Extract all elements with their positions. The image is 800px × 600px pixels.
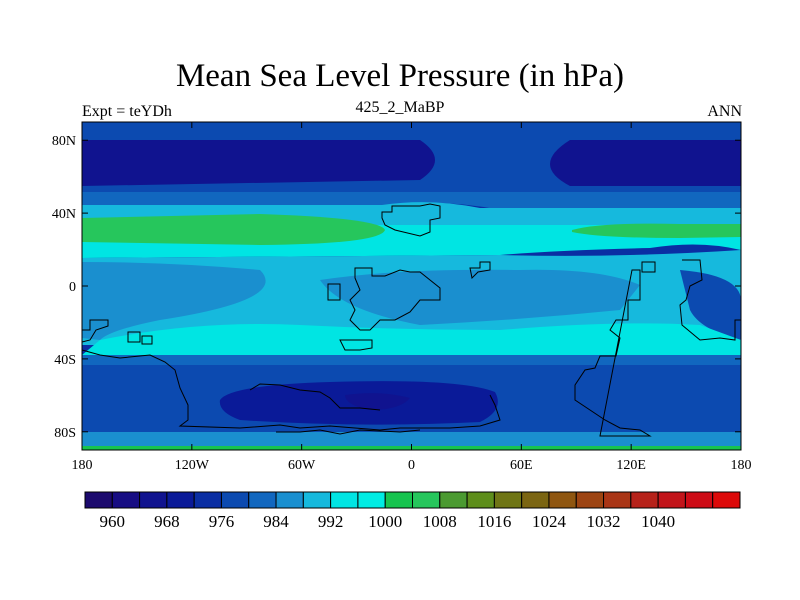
north-low-east [550, 140, 741, 186]
colorbar-swatch [384, 491, 414, 509]
colorbar-swatch [248, 491, 277, 509]
coastline-arabia [469, 261, 491, 280]
plot-title: Mean Sea Level Pressure (in hPa) [175, 58, 625, 94]
colorbar-label: 1016 [477, 512, 511, 531]
subtropical-high-pacific [82, 214, 385, 245]
colorbar-swatch [357, 491, 386, 509]
colorbar-label: 1000 [368, 512, 402, 531]
colorbar-swatch [439, 491, 468, 509]
colorbar-swatch [275, 491, 304, 509]
colorbar-swatch [521, 491, 550, 509]
south-low-core [345, 393, 410, 410]
coastline-small [339, 339, 373, 351]
y-tick-label: 40N [52, 207, 76, 222]
colorbar-label: 976 [209, 512, 235, 531]
tropical-low-east [680, 270, 741, 340]
colorbar-swatch [712, 491, 741, 509]
season-label: ANN [707, 103, 742, 120]
colorbar-swatch [493, 491, 523, 509]
north-low-west [82, 140, 435, 186]
x-tick-label: 120E [616, 458, 646, 473]
colorbar-swatch [412, 491, 441, 509]
colorbar: 960 968 976 984 992 1000 1008 1016 1024 1032 1040 [84, 491, 741, 531]
colorbar-swatch [84, 491, 113, 509]
tropical-low-center [320, 269, 640, 325]
coastline-small-4 [141, 335, 153, 345]
colorbar-swatch [630, 491, 659, 509]
x-tick-label: 60E [510, 458, 533, 473]
tropical-low-west [82, 262, 266, 340]
colorbar-swatch [466, 491, 495, 509]
colorbar-swatch [575, 491, 605, 509]
colorbar-swatch [603, 491, 632, 509]
subtropical-high-asia [572, 223, 741, 238]
coastline-group [82, 203, 741, 437]
coastline-asia [574, 269, 652, 437]
colorbar-swatch [193, 491, 222, 509]
colorbar-swatch [139, 491, 168, 509]
x-tick-label: 0 [408, 458, 415, 473]
colorbar-swatch [548, 491, 577, 509]
time-label: 425_2_MaBP [355, 99, 445, 116]
coastline-small-3 [127, 331, 141, 343]
y-tick-label: 80N [52, 134, 76, 149]
colorbar-swatch [111, 491, 141, 509]
colorbar-swatch [302, 491, 332, 509]
colorbar-swatch [330, 491, 359, 509]
x-tick-label: 180 [731, 458, 752, 473]
coastline-south-peninsula [249, 383, 381, 411]
colorbar-swatch [166, 491, 195, 509]
colorbar-label: 1008 [423, 512, 457, 531]
y-tick-label: 0 [69, 280, 76, 295]
y-axis: 80N 40N 0 40S 80S [52, 134, 741, 441]
y-tick-label: 80S [54, 426, 76, 441]
south-midlat-band [82, 355, 741, 365]
x-tick-label: 60W [288, 458, 316, 473]
x-axis: 180 120W 60W 0 60E 120E 180 [72, 122, 752, 473]
colorbar-label: 1032 [587, 512, 621, 531]
coastline-small-2 [641, 261, 656, 273]
experiment-label: Expt = teYDh [82, 103, 172, 120]
south-polar-band [82, 432, 741, 446]
colorbar-label: 960 [100, 512, 126, 531]
coastline-africa [349, 267, 441, 331]
y-tick-label: 40S [54, 353, 76, 368]
colorbar-label: 968 [154, 512, 180, 531]
colorbar-swatch [657, 491, 686, 509]
colorbar-label: 1024 [532, 512, 567, 531]
coastline-antarctica-2 [276, 429, 421, 435]
colorbar-swatch [220, 491, 250, 509]
x-tick-label: 180 [72, 458, 93, 473]
colorbar-label: 984 [263, 512, 289, 531]
colorbar-label: 992 [318, 512, 344, 531]
contour-fill-group [82, 122, 741, 450]
x-tick-label: 120W [175, 458, 210, 473]
colorbar-swatch [684, 491, 714, 509]
colorbar-label: 1040 [641, 512, 675, 531]
coastline-antarctica [82, 349, 501, 431]
coastline-north [381, 203, 441, 237]
south-subtropic-cyan [82, 323, 741, 355]
coastline-australia [679, 259, 741, 341]
coastline-island [327, 283, 341, 301]
coastline-west [82, 319, 109, 343]
